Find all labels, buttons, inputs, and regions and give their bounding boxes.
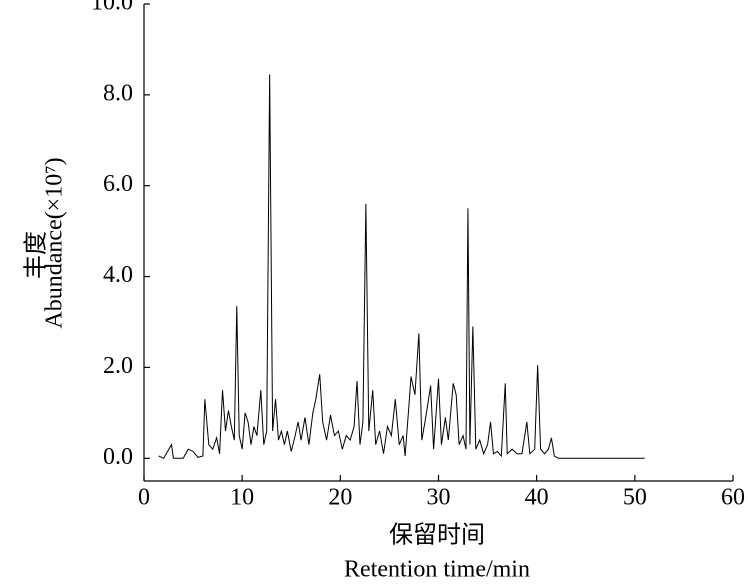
x-tick-label: 30 xyxy=(427,485,451,511)
y-axis-label: Abundance(×10⁷) xyxy=(42,157,68,328)
x-tick-label: 40 xyxy=(525,485,549,511)
chromatogram-line xyxy=(158,74,645,459)
y-tick-label: 6.0 xyxy=(103,171,133,197)
y-tick-label: 4.0 xyxy=(103,262,133,288)
y-axis-label-zh: 丰度 xyxy=(23,231,50,279)
x-tick-label: 60 xyxy=(721,485,745,511)
y-tick-label: 0.0 xyxy=(103,444,133,470)
x-axis-label-zh: 保留时间 xyxy=(389,522,485,549)
x-tick-label: 10 xyxy=(230,485,254,511)
x-tick-label: 50 xyxy=(623,485,647,511)
x-tick-label: 20 xyxy=(328,485,352,511)
x-tick-label: 0 xyxy=(138,485,150,511)
x-axis-label: Retention time/min xyxy=(344,557,530,583)
y-tick-label: 10.0 xyxy=(91,0,133,16)
y-tick-label: 2.0 xyxy=(103,353,133,379)
y-tick-label: 8.0 xyxy=(103,80,133,106)
